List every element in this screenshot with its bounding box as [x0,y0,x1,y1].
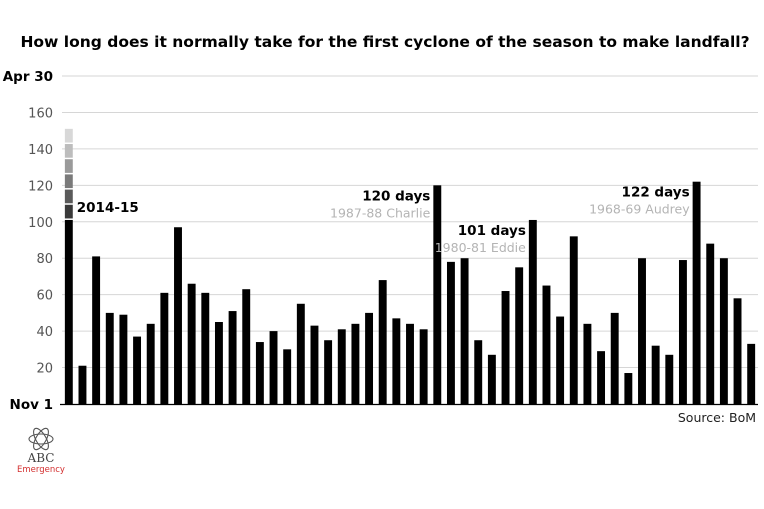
annotation-label: 120 days [362,188,430,204]
bar [569,236,578,404]
highlight-fade-segment [64,128,73,143]
bar [583,323,592,404]
annotation-label: 2014-15 [77,200,139,216]
y-tick-label: Apr 30 [3,69,53,85]
bar [146,323,155,404]
bar [501,291,510,404]
bar [433,185,442,404]
bar [597,351,606,404]
y-axis-ticks: Apr 30 160 140 120 100 80 60 40 20 Nov 1 [3,69,53,413]
bar [187,283,196,404]
bar [324,340,333,404]
y-tick-label: Nov 1 [10,397,53,413]
source-note: Source: BoM [678,410,756,425]
bars [64,128,756,404]
bar [392,318,401,404]
bar [337,329,346,404]
bar [160,292,169,404]
bar [624,373,633,404]
bar [665,354,674,404]
y-tick-label: 160 [28,106,53,121]
bar [365,312,374,404]
highlight-fade-segment [64,144,73,158]
logo-text: ABC [27,451,55,465]
bar [78,365,87,404]
bar [747,343,756,404]
annotation-label: 101 days [458,223,526,239]
bar [638,258,646,404]
bar [92,256,101,404]
bar [64,219,73,404]
bar [474,340,483,404]
y-tick-label: 100 [28,216,53,231]
bar [542,285,551,404]
bar [214,322,223,404]
bar [460,258,469,404]
annotation-label: 122 days [622,185,690,201]
bar [105,312,114,404]
bar [733,298,742,404]
bar [201,292,210,404]
bar [255,342,264,404]
y-tick-label: 120 [28,179,53,194]
bar [378,280,387,404]
y-tick-label: 140 [28,143,53,158]
annotation-sublabel: 1980-81 Eddie [435,240,526,255]
y-tick-label: 80 [36,252,53,267]
bar [310,325,319,404]
annotation-sublabel: 1987-88 Charlie [330,205,431,220]
bar [678,260,687,404]
logo-subtext: Emergency [17,465,65,475]
bar [283,349,292,404]
bar [487,354,496,404]
bar [133,336,142,404]
highlight-fade-segment [64,174,73,189]
bar [228,311,237,404]
bar [174,227,182,404]
bar [556,316,565,404]
bar [528,219,537,404]
bar [446,261,455,404]
annotation-sublabel: 1968-69 Audrey [589,202,690,217]
y-tick-label: 40 [36,325,53,340]
bar [296,303,305,404]
bar [351,323,360,404]
bar [651,345,660,404]
bar [269,331,278,404]
bar [692,181,701,404]
y-tick-label: 20 [36,362,53,377]
bar [610,312,619,404]
abc-emergency-logo: ABC Emergency [17,427,65,475]
bar [406,323,414,404]
bar [419,329,428,404]
highlight-fade-segment [64,189,73,204]
y-tick-label: 60 [36,289,53,304]
bar [119,314,128,404]
highlight-fade-segment [64,204,73,219]
bar [515,267,524,404]
abc-lissajous-icon [28,427,54,451]
highlight-fade-segment [64,159,73,173]
bar [242,289,251,404]
bar [719,258,728,404]
chart-title: How long does it normally take for the f… [20,33,749,51]
bar [706,243,715,404]
